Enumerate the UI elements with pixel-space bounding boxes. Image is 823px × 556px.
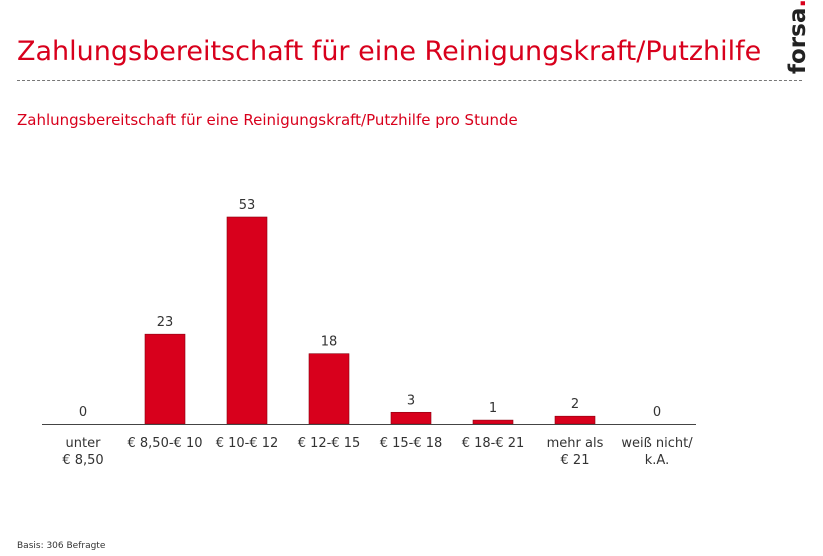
tick-label: mehr als € 21 [547, 436, 604, 468]
tick-label: € 15-€ 18 [380, 436, 443, 451]
bar [144, 333, 186, 425]
tick-label: € 18-€ 21 [462, 436, 525, 451]
bar [226, 216, 268, 425]
data-label: 53 [239, 198, 256, 213]
data-label: 0 [79, 405, 87, 420]
bar [472, 419, 514, 425]
tick-label: weiß nicht/k.A. [621, 436, 693, 468]
data-label: 2 [571, 397, 579, 412]
data-label: 0 [653, 405, 661, 420]
data-label: 23 [157, 315, 174, 330]
tick-label: € 12-€ 15 [298, 436, 361, 451]
footer-basis: Basis: 306 Befragte [17, 541, 106, 551]
bar [308, 353, 350, 425]
page-title: Zahlungsbereitschaft für eine Reinigungs… [17, 36, 762, 67]
tick-label: unter € 8,50 [62, 436, 103, 468]
tick-label: € 8,50-€ 10 [128, 436, 203, 451]
data-label: 1 [489, 401, 497, 416]
bar [554, 415, 596, 425]
tick-label: € 10-€ 12 [216, 436, 279, 451]
bar [390, 411, 432, 425]
title-divider [17, 80, 802, 81]
chart-subtitle: Zahlungsbereitschaft für eine Reinigungs… [17, 111, 518, 129]
data-label: 3 [407, 393, 415, 408]
data-label: 18 [321, 335, 338, 350]
